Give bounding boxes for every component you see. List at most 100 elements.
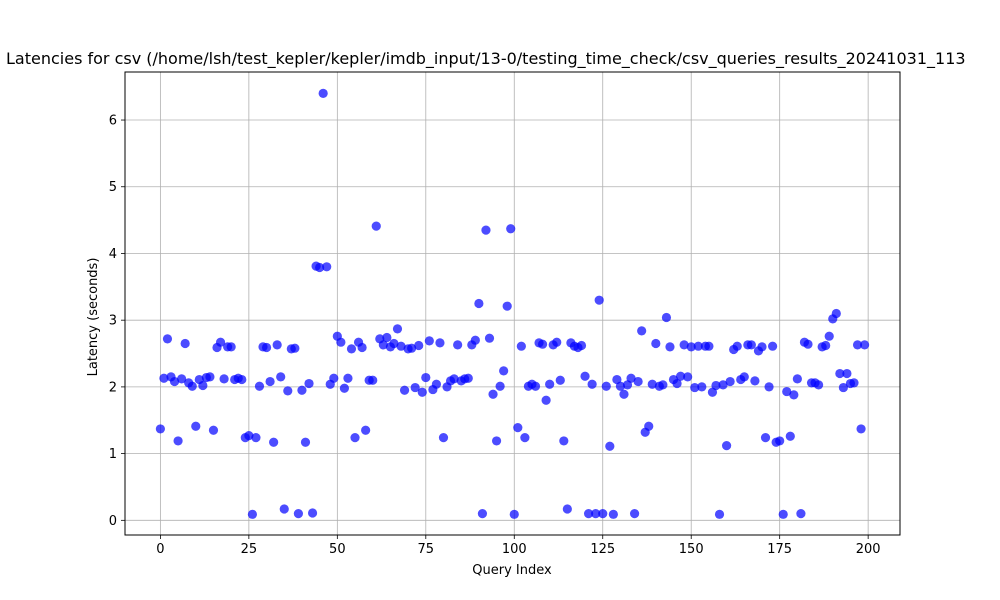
data-point (821, 340, 831, 351)
data-point (421, 372, 431, 383)
data-point (481, 225, 491, 235)
chart-title: Latencies for csv (/home/lsh/test_kepler… (6, 49, 966, 69)
data-point (491, 436, 502, 446)
data-point (626, 373, 636, 383)
data-point (725, 376, 735, 387)
data-point (661, 312, 672, 323)
data-point (336, 337, 346, 347)
data-point (265, 376, 275, 387)
data-point (637, 326, 647, 336)
data-point (824, 331, 834, 341)
data-point (304, 378, 314, 389)
data-point (629, 509, 640, 519)
data-point (169, 376, 180, 387)
y-tick-label: 5 (109, 180, 117, 195)
data-point (693, 341, 703, 351)
data-point (559, 436, 569, 446)
data-point (502, 301, 512, 311)
data-point (389, 338, 399, 349)
data-point (686, 342, 696, 352)
data-point (835, 368, 845, 379)
data-point (775, 436, 785, 446)
x-tick-label: 200 (856, 542, 881, 557)
data-point (594, 295, 604, 305)
data-point (516, 341, 526, 351)
data-point (831, 308, 841, 319)
y-axis-title: Latency (seconds) (86, 258, 101, 377)
data-point (276, 372, 286, 382)
data-point (417, 387, 427, 397)
data-point (293, 509, 304, 519)
data-point (690, 382, 700, 393)
data-point (297, 385, 307, 395)
data-point (598, 509, 608, 519)
data-point (651, 338, 661, 349)
data-point (838, 382, 848, 393)
data-point (237, 374, 247, 385)
x-tick-label: 125 (590, 542, 615, 557)
data-point (219, 374, 229, 384)
data-point (261, 342, 272, 353)
y-tick-label: 1 (109, 447, 117, 462)
data-point (658, 380, 668, 390)
data-point (322, 262, 332, 272)
data-point (424, 336, 434, 346)
data-point (537, 339, 548, 349)
data-point (162, 334, 173, 344)
data-point (760, 432, 771, 443)
data-point (796, 509, 806, 519)
x-tick-label: 50 (329, 542, 346, 557)
data-point (290, 343, 300, 353)
data-point (159, 373, 169, 383)
data-points (155, 88, 870, 519)
data-point (615, 381, 626, 391)
data-point (226, 342, 236, 352)
data-point (506, 224, 516, 234)
data-point (247, 509, 257, 519)
data-point (633, 376, 643, 387)
data-point (683, 372, 693, 382)
data-point (520, 432, 530, 443)
data-point (205, 372, 215, 382)
x-tick-label: 150 (679, 542, 704, 557)
data-point (842, 368, 852, 379)
data-point (488, 389, 498, 399)
data-point (541, 395, 551, 405)
data-point (860, 340, 870, 350)
data-point (849, 378, 859, 388)
y-tick-label: 3 (109, 314, 117, 329)
y-tick-label: 2 (109, 380, 117, 395)
y-tick-label: 4 (109, 247, 117, 262)
data-point (789, 390, 799, 400)
data-point (339, 383, 350, 393)
data-point (778, 509, 788, 519)
data-point (545, 379, 555, 389)
data-point (155, 424, 165, 434)
data-point (470, 335, 480, 345)
data-point (768, 341, 778, 351)
data-point (357, 342, 367, 353)
data-point (509, 509, 519, 519)
data-point (198, 380, 208, 391)
data-point (283, 386, 293, 396)
data-point (711, 380, 721, 391)
data-point (644, 421, 654, 431)
data-point (463, 373, 473, 383)
data-point (750, 376, 760, 386)
data-point (555, 375, 565, 385)
data-point (583, 509, 594, 519)
data-point (396, 341, 406, 351)
data-point (499, 366, 509, 376)
data-point (605, 441, 615, 451)
data-point (477, 509, 488, 519)
x-tick-label: 100 (502, 542, 527, 557)
data-point (350, 432, 360, 443)
data-point (399, 385, 410, 395)
data-point (495, 381, 505, 391)
x-tick-label: 25 (241, 542, 258, 557)
data-point (746, 340, 756, 350)
data-point (371, 221, 381, 231)
data-point (803, 339, 813, 349)
data-point (346, 344, 357, 354)
